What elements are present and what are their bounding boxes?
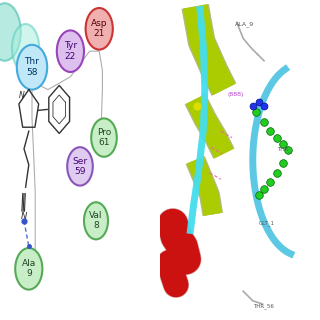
Text: Ser
59: Ser 59 <box>72 157 88 176</box>
Text: ALA_9: ALA_9 <box>235 21 254 27</box>
Text: THR_56: THR_56 <box>253 303 274 309</box>
Text: Pro
61: Pro 61 <box>97 128 111 147</box>
Text: N: N <box>18 91 24 100</box>
Ellipse shape <box>0 3 21 61</box>
Text: THR_: THR_ <box>277 146 291 152</box>
Text: Ala
9: Ala 9 <box>22 259 36 278</box>
Text: Thr
58: Thr 58 <box>25 58 39 77</box>
Text: Val
8: Val 8 <box>89 211 103 230</box>
Text: Tyr
22: Tyr 22 <box>64 42 77 61</box>
Ellipse shape <box>57 30 84 72</box>
Text: GLT_1: GLT_1 <box>259 220 275 226</box>
Text: Asp
21: Asp 21 <box>91 19 108 38</box>
Text: N: N <box>21 212 28 221</box>
Ellipse shape <box>12 24 39 72</box>
Ellipse shape <box>15 248 43 290</box>
Ellipse shape <box>17 45 47 90</box>
Ellipse shape <box>84 202 108 239</box>
Ellipse shape <box>67 147 93 186</box>
Text: (888): (888) <box>227 92 244 97</box>
Ellipse shape <box>86 8 113 50</box>
Ellipse shape <box>91 118 117 157</box>
